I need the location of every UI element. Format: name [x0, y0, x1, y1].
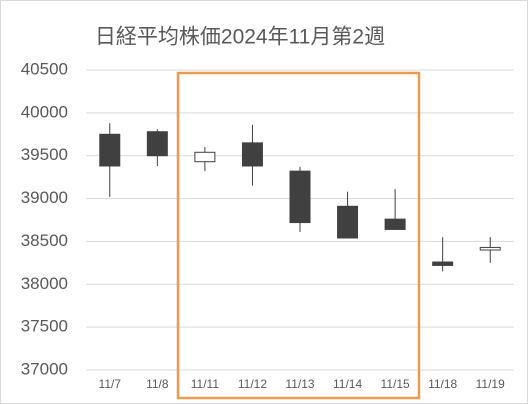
y-tick-label: 38000 [21, 274, 68, 293]
x-tick-label: 11/12 [238, 377, 267, 391]
candle-body [99, 133, 121, 167]
x-tick-label: 11/7 [99, 377, 122, 391]
candle-body [384, 218, 406, 230]
chart-title: 日経平均株価2024年11月第2週 [95, 26, 385, 49]
candle-body [432, 261, 454, 266]
x-tick-label: 11/19 [476, 377, 505, 391]
y-tick-label: 39500 [21, 145, 68, 164]
y-tick-label: 39000 [21, 188, 68, 207]
candle-body [146, 131, 168, 157]
candle-body [337, 205, 359, 239]
x-tick-label: 11/14 [333, 377, 362, 391]
x-tick-label: 11/11 [191, 377, 220, 391]
y-tick-label: 38500 [21, 231, 68, 250]
x-tick-label: 11/18 [428, 377, 457, 391]
candle-body [289, 170, 311, 224]
y-tick-label: 37000 [21, 359, 68, 378]
x-tick-label: 11/13 [285, 377, 314, 391]
candle-body [479, 246, 501, 251]
y-tick-label: 37500 [21, 317, 68, 336]
x-tick-label: 11/8 [146, 377, 169, 391]
x-tick-label: 11/15 [381, 377, 410, 391]
y-tick-label: 40500 [21, 59, 68, 78]
highlight-box [176, 71, 421, 400]
candle-body [241, 142, 263, 167]
y-tick-label: 40000 [21, 102, 68, 121]
candle-body [194, 151, 216, 163]
